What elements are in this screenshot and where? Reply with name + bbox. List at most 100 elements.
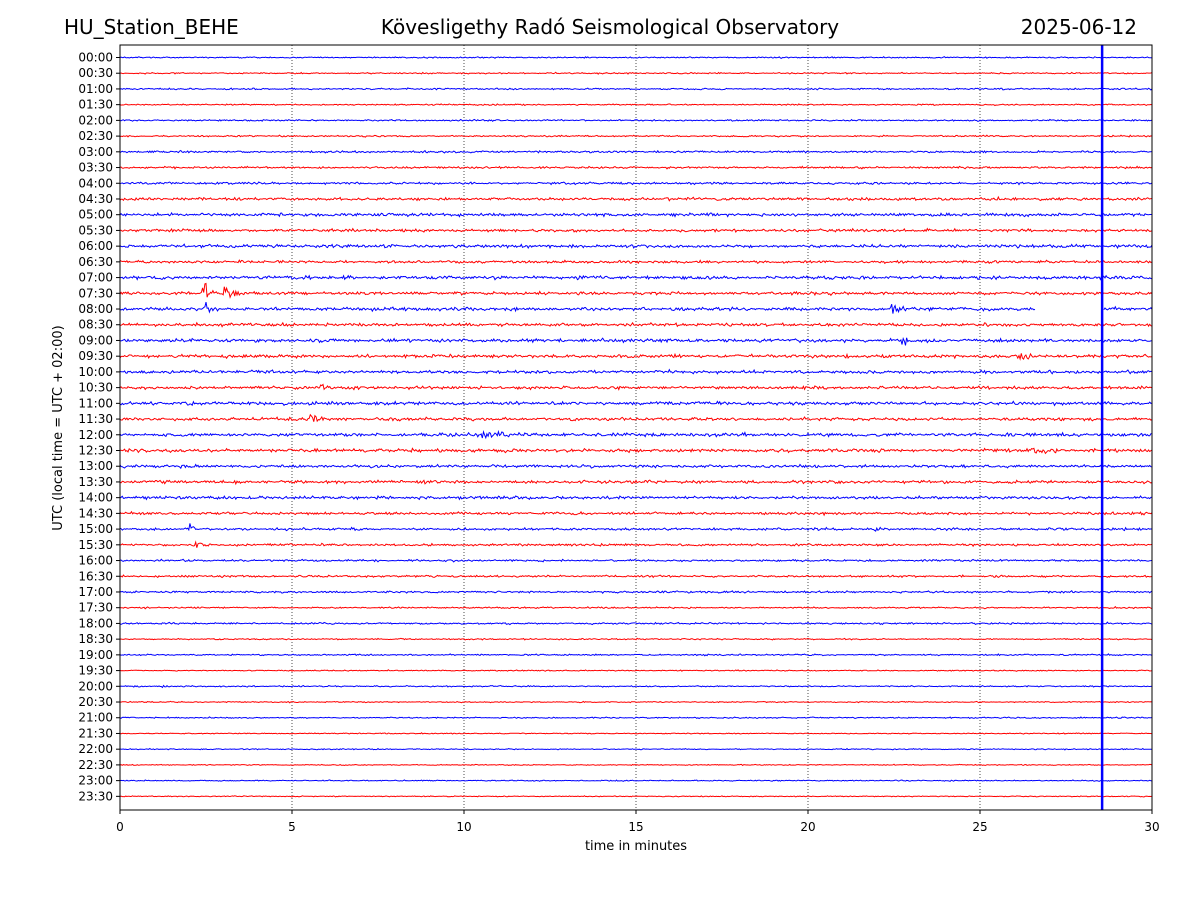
trace-0130 bbox=[119, 103, 1153, 107]
x-tick-label-0: 0 bbox=[116, 820, 124, 834]
y-tick-label-15: 07:30 bbox=[78, 286, 113, 300]
y-tick-label-39: 19:30 bbox=[78, 664, 113, 678]
y-tick-label-44: 22:00 bbox=[78, 742, 113, 756]
y-tick-label-46: 23:00 bbox=[78, 774, 113, 788]
y-tick-label-7: 03:30 bbox=[78, 161, 113, 175]
y-tick-label-27: 13:30 bbox=[78, 475, 113, 489]
trace-0230 bbox=[119, 134, 1153, 138]
trace-1800 bbox=[119, 621, 1153, 626]
trace-2230 bbox=[119, 763, 1153, 767]
trace-0100 bbox=[119, 87, 1153, 91]
trace-group bbox=[119, 56, 1153, 798]
trace-2330 bbox=[119, 795, 1153, 798]
y-tick-label-8: 04:00 bbox=[78, 176, 113, 190]
trace-1630 bbox=[119, 574, 1153, 579]
trace-0400 bbox=[119, 181, 1153, 186]
x-tick-label-2: 10 bbox=[456, 820, 471, 834]
y-tick-label-33: 16:30 bbox=[78, 569, 113, 583]
trace-1730 bbox=[119, 605, 1153, 610]
trace-1400 bbox=[119, 494, 1153, 501]
trace-0930 bbox=[119, 352, 1153, 361]
y-tick-label-36: 18:00 bbox=[78, 616, 113, 630]
trace-1030 bbox=[119, 383, 1153, 391]
trace-0300 bbox=[119, 149, 1153, 154]
trace-1430 bbox=[119, 510, 1153, 517]
trace-1530 bbox=[120, 540, 1153, 548]
trace-1600 bbox=[119, 558, 1153, 563]
trace-1900 bbox=[119, 653, 1153, 657]
trace-0700 bbox=[119, 274, 1153, 281]
y-tick-label-11: 05:30 bbox=[78, 223, 113, 237]
trace-1500 bbox=[119, 523, 1153, 532]
y-tick-label-42: 21:00 bbox=[78, 711, 113, 725]
y-tick-label-12: 06:00 bbox=[78, 239, 113, 253]
trace-1700 bbox=[119, 589, 1153, 594]
trace-0530 bbox=[120, 227, 1153, 234]
trace-2130 bbox=[119, 732, 1153, 735]
y-tick-label-20: 10:00 bbox=[78, 365, 113, 379]
trace-1100 bbox=[119, 400, 1153, 407]
y-tick-label-38: 19:00 bbox=[78, 648, 113, 662]
y-tick-label-21: 10:30 bbox=[78, 381, 113, 395]
trace-1200 bbox=[119, 429, 1152, 440]
trace-0430 bbox=[119, 195, 1152, 202]
y-tick-label-24: 12:00 bbox=[78, 428, 113, 442]
y-tick-label-4: 02:00 bbox=[78, 113, 113, 127]
y-tick-label-3: 01:30 bbox=[78, 98, 113, 112]
y-tick-label-28: 14:00 bbox=[78, 491, 113, 505]
chart-date: 2025-06-12 bbox=[1020, 15, 1137, 39]
trace-1230 bbox=[120, 447, 1153, 455]
y-tick-label-47: 23:30 bbox=[78, 789, 113, 803]
trace-0800 bbox=[119, 301, 1153, 314]
y-tick-label-18: 09:00 bbox=[78, 333, 113, 347]
trace-2300 bbox=[119, 779, 1153, 782]
trace-1300 bbox=[119, 463, 1153, 470]
x-tick-group: 0 5 10 15 20 25 30 bbox=[116, 810, 1160, 834]
trace-1130 bbox=[119, 413, 1153, 423]
y-tick-label-0: 00:00 bbox=[78, 51, 113, 65]
y-tick-label-9: 04:30 bbox=[78, 192, 113, 206]
trace-0600 bbox=[119, 243, 1153, 250]
grid-lines bbox=[291, 45, 981, 810]
y-tick-label-25: 12:30 bbox=[78, 444, 113, 458]
y-tick-label-41: 20:30 bbox=[78, 695, 113, 709]
x-tick-label-3: 15 bbox=[628, 820, 643, 834]
y-tick-label-23: 11:30 bbox=[78, 412, 113, 426]
y-tick-label-34: 17:00 bbox=[78, 585, 113, 599]
y-axis-label: UTC (local time = UTC + 02:00) bbox=[51, 325, 66, 530]
trace-2030 bbox=[119, 700, 1153, 704]
station-name: HU_Station_BEHE bbox=[64, 15, 239, 39]
y-tick-label-26: 13:00 bbox=[78, 459, 113, 473]
trace-0630 bbox=[119, 259, 1153, 265]
x-tick-label-4: 20 bbox=[800, 820, 815, 834]
trace-0830 bbox=[119, 321, 1153, 328]
x-tick-label-1: 5 bbox=[288, 820, 296, 834]
y-tick-label-32: 16:00 bbox=[78, 554, 113, 568]
y-tick-label-43: 21:30 bbox=[78, 726, 113, 740]
trace-0330 bbox=[119, 165, 1153, 170]
y-tick-label-31: 15:30 bbox=[78, 538, 113, 552]
y-tick-label-29: 14:30 bbox=[78, 506, 113, 520]
trace-0730 bbox=[119, 282, 1153, 299]
y-tick-label-45: 22:30 bbox=[78, 758, 113, 772]
x-tick-label-6: 30 bbox=[1144, 820, 1159, 834]
trace-0900 bbox=[119, 337, 1153, 346]
y-tick-label-40: 20:00 bbox=[78, 679, 113, 693]
trace-0200 bbox=[119, 118, 1153, 123]
y-tick-label-35: 17:30 bbox=[78, 601, 113, 615]
trace-1930 bbox=[119, 669, 1153, 672]
y-tick-label-19: 09:30 bbox=[78, 349, 113, 363]
trace-1000 bbox=[119, 368, 1153, 375]
y-tick-label-5: 02:30 bbox=[78, 129, 113, 143]
trace-2100 bbox=[119, 716, 1153, 720]
y-tick-label-14: 07:00 bbox=[78, 271, 113, 285]
y-tick-label-1: 00:30 bbox=[78, 66, 113, 80]
trace-0000 bbox=[119, 56, 1153, 59]
y-tick-label-13: 06:30 bbox=[78, 255, 113, 269]
x-axis-label: time in minutes bbox=[585, 839, 687, 854]
trace-0500 bbox=[119, 211, 1153, 218]
y-tick-label-10: 05:00 bbox=[78, 208, 113, 222]
y-tick-label-22: 11:00 bbox=[78, 396, 113, 410]
